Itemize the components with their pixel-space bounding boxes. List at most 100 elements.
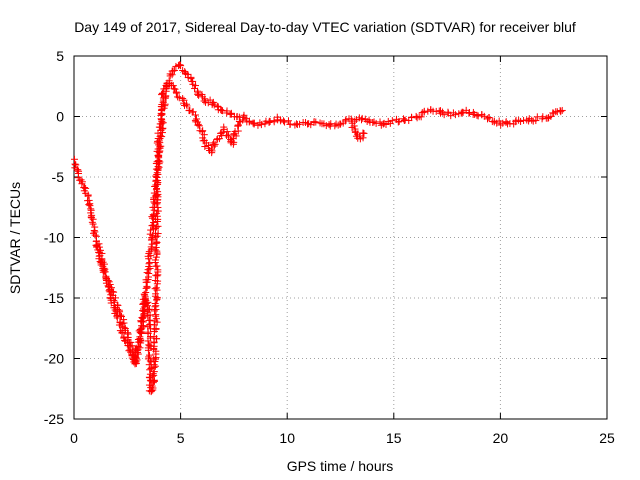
data-point — [150, 361, 158, 369]
y-tick-label: -15 — [44, 290, 64, 306]
data-point — [85, 201, 93, 209]
data-point — [158, 91, 166, 99]
data-point — [270, 117, 278, 125]
data-point — [350, 122, 358, 130]
data-point — [86, 202, 94, 210]
data-point — [87, 214, 95, 222]
data-point — [499, 119, 507, 127]
data-point — [138, 317, 146, 325]
y-tick-label: -20 — [44, 351, 64, 367]
data-point — [154, 277, 162, 285]
data-point — [104, 277, 112, 285]
data-point — [400, 115, 408, 123]
data-point — [188, 108, 196, 116]
data-point — [240, 111, 248, 119]
data-point — [146, 366, 154, 374]
data-point — [195, 122, 203, 130]
data-point — [182, 100, 190, 108]
y-tick-label: -10 — [44, 230, 64, 246]
data-point — [210, 101, 218, 109]
data-point — [153, 184, 161, 192]
data-point — [179, 95, 187, 103]
axis-ticks: 0 5 10 15 20 25 5 0 -5 -10 -15 -20 -25 — [44, 48, 615, 446]
data-point — [495, 117, 503, 125]
data-point — [139, 305, 147, 313]
data-point — [117, 311, 125, 319]
data-point — [143, 302, 151, 310]
data-point — [136, 334, 144, 342]
data-point — [118, 328, 126, 336]
x-tick-label: 15 — [386, 430, 402, 446]
grid — [74, 56, 607, 419]
data-point — [558, 106, 566, 114]
data-point — [72, 161, 80, 169]
data-point — [125, 347, 133, 355]
data-point — [154, 188, 162, 196]
data-point — [465, 109, 473, 117]
data-point — [547, 112, 555, 120]
data-point — [208, 147, 216, 155]
data-point — [143, 269, 151, 277]
x-tick-label: 20 — [493, 430, 509, 446]
data-point — [195, 91, 203, 99]
data-point — [159, 89, 167, 97]
data-point — [169, 82, 177, 90]
data-point — [154, 266, 162, 274]
data-point — [440, 111, 448, 119]
x-tick-label: 0 — [70, 430, 78, 446]
y-tick-label: 0 — [56, 109, 64, 125]
data-point — [245, 117, 253, 125]
data-point — [134, 343, 142, 351]
data-point — [110, 296, 118, 304]
data-point — [120, 323, 128, 331]
data-point — [116, 308, 124, 316]
data-point — [257, 121, 265, 129]
data-point — [331, 122, 339, 130]
data-point — [150, 339, 158, 347]
data-point — [517, 117, 525, 125]
data-point — [152, 284, 160, 292]
data-point — [210, 139, 218, 147]
data-point — [284, 117, 292, 125]
x-axis-label: GPS time / hours — [287, 458, 394, 474]
data-point — [473, 111, 481, 119]
data-point — [154, 222, 162, 230]
data-point — [88, 218, 96, 226]
x-tick-label: 5 — [177, 430, 185, 446]
data-point — [151, 256, 159, 264]
x-tick-label: 10 — [279, 430, 295, 446]
data-point — [89, 220, 97, 228]
data-point — [183, 102, 191, 110]
data-point — [369, 118, 377, 126]
data-point — [149, 211, 157, 219]
data-point — [89, 229, 97, 237]
data-point — [141, 293, 149, 301]
data-point — [78, 180, 86, 188]
data-point — [483, 115, 491, 123]
data-point — [312, 118, 320, 126]
data-point — [156, 158, 164, 166]
data-point — [110, 288, 118, 296]
data-point — [95, 255, 103, 263]
data-point — [358, 114, 366, 122]
data-point — [539, 113, 547, 121]
data-point — [358, 116, 366, 124]
data-point — [256, 119, 264, 127]
data-point — [401, 116, 409, 124]
data-point — [372, 119, 380, 127]
data-point — [153, 191, 161, 199]
data-point — [152, 238, 160, 246]
data-point — [154, 152, 162, 160]
data-point — [227, 109, 235, 117]
data-point — [91, 231, 99, 239]
data-point — [170, 66, 178, 74]
data-point — [177, 62, 185, 70]
data-point — [133, 354, 141, 362]
data-point — [152, 215, 160, 223]
data-point — [316, 119, 324, 127]
data-point — [153, 238, 161, 246]
data-point — [146, 351, 154, 359]
data-point — [557, 108, 565, 116]
data-point — [175, 94, 183, 102]
